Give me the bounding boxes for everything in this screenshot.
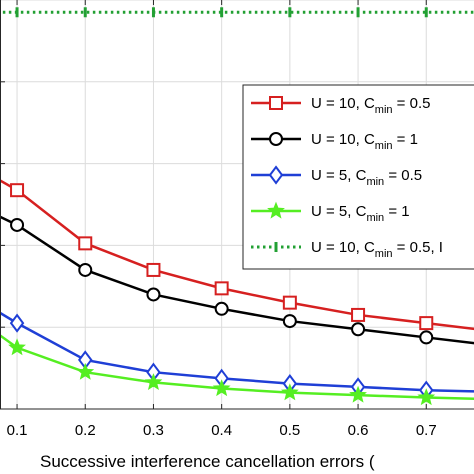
legend-label: U = 10, Cmin = 0.5, I [311,239,443,260]
marker-circle [269,132,283,146]
marker-square [10,183,25,198]
series-3 [0,311,474,400]
marker-circle [419,330,434,345]
marker-star [8,338,26,356]
marker-star [212,379,231,397]
legend-entry-2: U = 10, Cmin = 1 [251,131,418,152]
series-5 [0,7,474,18]
x-tick-label: 0.2 [75,422,96,439]
marker-square [351,307,366,322]
marker-square [78,236,93,251]
marker-circle [10,217,25,232]
legend-label: U = 5, Cmin = 1 [311,203,410,224]
series-4 [0,333,474,406]
legend-entry-3: U = 5, Cmin = 0.5 [251,165,422,188]
marker-circle [146,287,161,302]
x-tick-label: 0.6 [348,422,369,439]
marker-diamond [9,313,25,333]
marker-star [76,362,95,380]
series-line [0,333,474,400]
series-2 [0,215,474,345]
marker-circle [78,262,93,277]
x-tick-label: 0.1 [7,422,28,439]
marker-star [280,383,299,401]
legend-label: U = 5, Cmin = 0.5 [311,167,422,188]
legend-entry-1: U = 10, Cmin = 0.5 [251,95,430,116]
marker-circle [351,322,366,337]
marker-star [144,373,163,390]
legend: U = 10, Cmin = 0.5 U = 10, Cmin = 1 U = 5,… [242,84,474,270]
axes [0,0,474,410]
x-tick-labels: 0.1 0.2 0.3 0.4 0.5 0.6 0.7 [7,422,437,439]
x-tick-label: 0.4 [211,422,232,439]
legend-label: U = 10, Cmin = 0.5 [311,95,430,116]
marker-square [146,262,161,277]
legend-entry-4: U = 5, Cmin = 1 [251,201,410,224]
marker-square [269,96,283,110]
marker-star [267,201,285,219]
marker-diamond [268,165,284,185]
x-tick-label: 0.3 [143,422,164,439]
marker-circle [282,314,297,329]
marker-star [417,388,436,406]
series-1 [0,179,474,331]
marker-star [349,385,367,403]
series-layer [0,7,474,406]
x-tick-label: 0.7 [416,422,437,439]
x-axis-label: Successive interference cancellation err… [40,452,375,471]
legend-entry-5: U = 10, Cmin = 0.5, I [251,239,443,260]
marker-square [419,316,434,331]
legend-label: U = 10, Cmin = 1 [311,131,418,152]
x-tick-label: 0.5 [279,422,300,439]
marker-square [282,295,297,310]
marker-square [214,281,229,296]
series-line [0,311,474,393]
marker-circle [214,301,229,316]
